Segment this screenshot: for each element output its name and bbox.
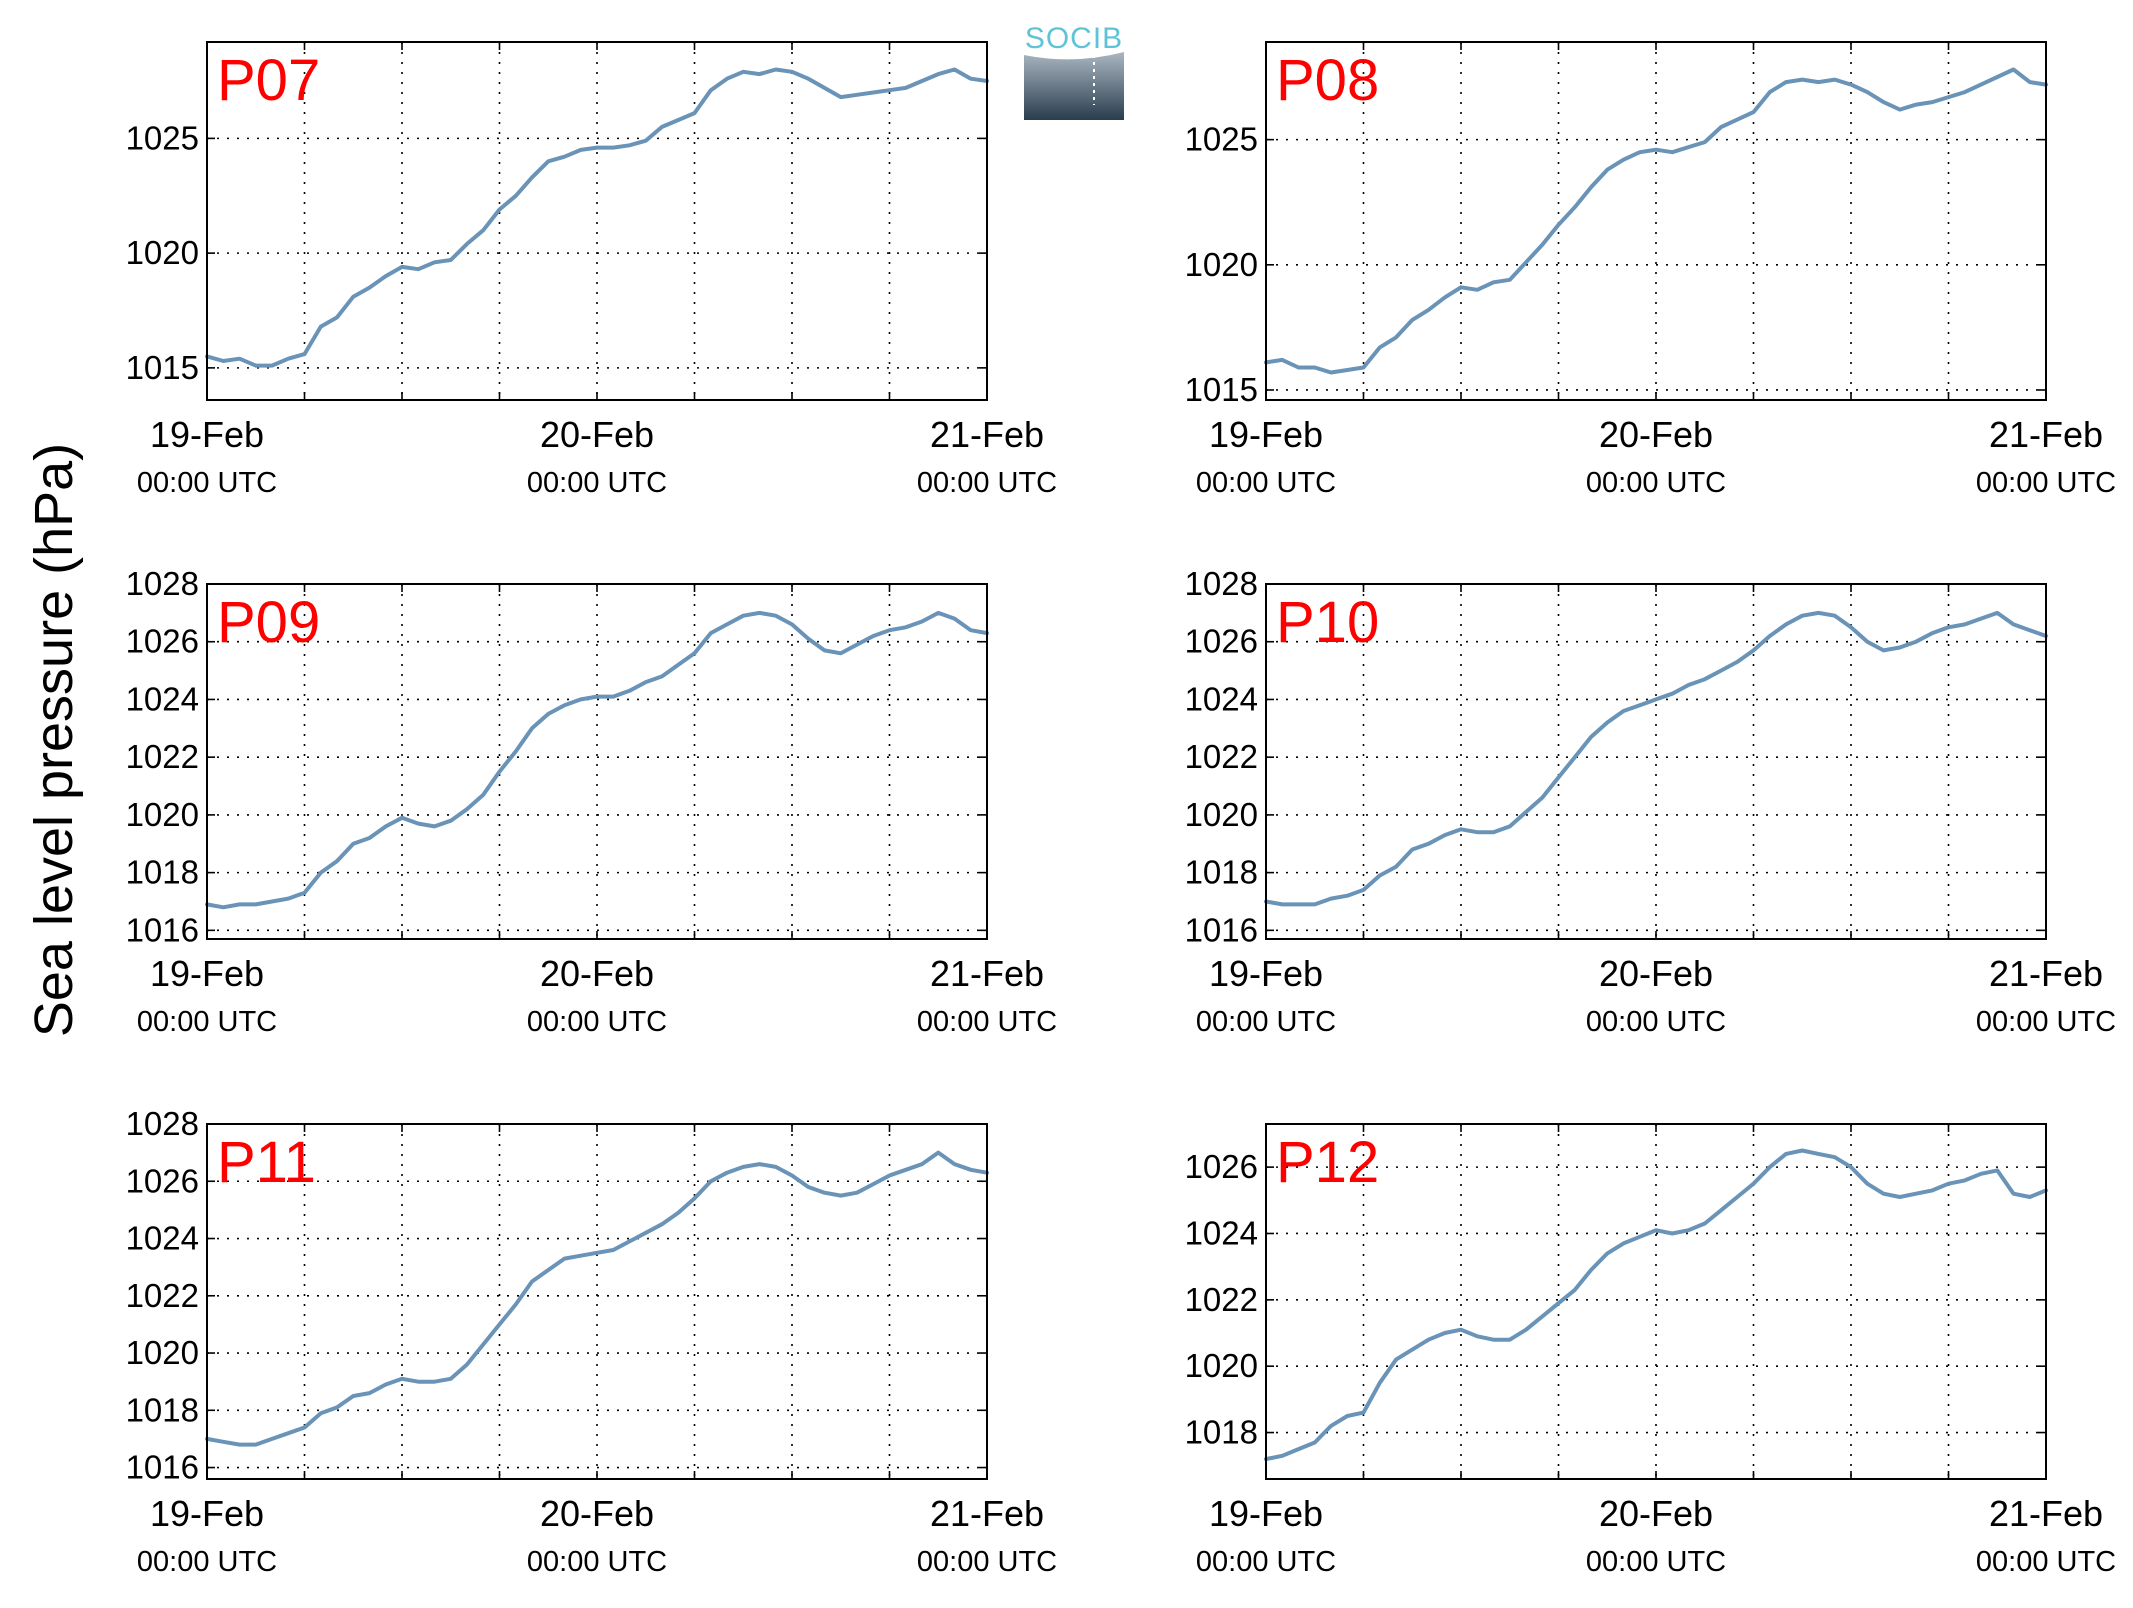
- pressure-series-line: [1264, 67, 2048, 375]
- y-tick-label: 1020: [1185, 1347, 1258, 1384]
- y-tick-label: 1026: [1185, 1148, 1258, 1185]
- y-tick-label: 1026: [126, 623, 199, 660]
- y-tick-label: 1018: [126, 854, 199, 891]
- x-tick-label-day: 19-Feb: [150, 414, 264, 455]
- y-tick-label: 1024: [1185, 680, 1258, 717]
- panel-p09: 1016 1018 1020 1022 1024 1026 1028 19-Feb 00:00 …: [126, 565, 1058, 1038]
- logo-wave-icon: [1024, 52, 1124, 120]
- y-tick-label: 1015: [1185, 371, 1258, 408]
- x-tick-label-time: 00:00 UTC: [917, 467, 1057, 499]
- x-tick-label-time: 00:00 UTC: [1586, 1546, 1726, 1578]
- axes-frame: [1265, 1123, 2047, 1480]
- panel-label: P11: [217, 1130, 316, 1195]
- y-tick-label: 1018: [126, 1391, 199, 1428]
- y-tick-label: 1026: [126, 1162, 199, 1199]
- panel-label: P07: [217, 48, 320, 113]
- x-tick-label-time: 00:00 UTC: [137, 467, 277, 499]
- y-tick-label: 1022: [126, 1277, 199, 1314]
- y-tick-label: 1022: [1185, 1281, 1258, 1318]
- x-tick-label-day: 21-Feb: [1989, 953, 2103, 994]
- panel-label: P08: [1276, 48, 1379, 113]
- x-tick-label-day: 21-Feb: [1989, 414, 2103, 455]
- panel-p12: 1018 1020 1022 1024 1026 19-Feb 00:00 UTC 20-Fe…: [1185, 1123, 2116, 1578]
- y-tick-label: 1028: [126, 565, 199, 602]
- y-tick-label: 1024: [126, 680, 199, 717]
- y-tick-label: 1020: [1185, 246, 1258, 283]
- y-tick-label: 1020: [126, 796, 199, 833]
- y-tick-label: 1024: [126, 1220, 199, 1257]
- panel-p07: 1015 1020 1025 19-Feb 00:00 UTC 20-Feb 00:00 U…: [126, 41, 1057, 499]
- x-tick-label-day: 21-Feb: [930, 953, 1044, 994]
- panel-p08: 1015 1020 1025 19-Feb 00:00 UTC 20-Feb 00:00 U…: [1185, 41, 2116, 499]
- socib-logo: SOCIB: [1024, 22, 1124, 120]
- y-tick-label: 1025: [126, 119, 199, 156]
- x-tick-label-day: 19-Feb: [1209, 414, 1323, 455]
- x-tick-label-time: 00:00 UTC: [137, 1546, 277, 1578]
- y-tick-label: 1028: [126, 1105, 199, 1142]
- axes-frame: [206, 1123, 988, 1480]
- y-tick-label: 1020: [126, 234, 199, 271]
- x-tick-label-day: 20-Feb: [540, 1493, 654, 1534]
- x-tick-label-day: 19-Feb: [1209, 953, 1323, 994]
- x-tick-label-day: 20-Feb: [1599, 1493, 1713, 1534]
- axes-frame: [206, 583, 988, 940]
- y-tick-label: 1018: [1185, 854, 1258, 891]
- y-tick-label: 1018: [1185, 1414, 1258, 1451]
- panel-label: P10: [1276, 590, 1379, 655]
- x-tick-label-day: 20-Feb: [1599, 414, 1713, 455]
- x-tick-label-time: 00:00 UTC: [1976, 1546, 2116, 1578]
- x-tick-label-day: 21-Feb: [930, 414, 1044, 455]
- x-tick-label-time: 00:00 UTC: [1586, 467, 1726, 499]
- x-tick-label-time: 00:00 UTC: [1196, 1006, 1336, 1038]
- x-tick-label-time: 00:00 UTC: [527, 1006, 667, 1038]
- pressure-series-line: [205, 610, 989, 910]
- x-tick-label-day: 21-Feb: [930, 1493, 1044, 1534]
- x-tick-label-time: 00:00 UTC: [1976, 467, 2116, 499]
- x-tick-label-day: 20-Feb: [540, 953, 654, 994]
- pressure-series-line: [205, 1150, 989, 1447]
- logo-text: SOCIB: [1025, 22, 1123, 55]
- y-tick-label: 1025: [1185, 121, 1258, 158]
- pressure-series-line: [1264, 610, 2048, 907]
- axes-frame: [1265, 41, 2047, 401]
- y-tick-label: 1020: [1185, 796, 1258, 833]
- panel-label: P12: [1276, 1130, 1379, 1195]
- x-tick-label-day: 19-Feb: [150, 1493, 264, 1534]
- x-tick-label-time: 00:00 UTC: [1586, 1006, 1726, 1038]
- x-tick-label-day: 20-Feb: [540, 414, 654, 455]
- pressure-series-line: [1264, 1148, 2048, 1462]
- y-tick-label: 1015: [126, 349, 199, 386]
- x-tick-label-time: 00:00 UTC: [917, 1546, 1057, 1578]
- y-tick-label: 1026: [1185, 623, 1258, 660]
- x-tick-label-time: 00:00 UTC: [137, 1006, 277, 1038]
- x-tick-label-time: 00:00 UTC: [1976, 1006, 2116, 1038]
- y-tick-label: 1022: [126, 738, 199, 775]
- x-tick-label-time: 00:00 UTC: [527, 1546, 667, 1578]
- pressure-series-line: [205, 67, 989, 368]
- axes-frame: [1265, 583, 2047, 940]
- panels: 1015 1020 1025 19-Feb 00:00 UTC 20-Feb 00:00 U…: [126, 41, 2117, 1578]
- x-tick-label-day: 19-Feb: [1209, 1493, 1323, 1534]
- y-tick-label: 1024: [1185, 1214, 1258, 1251]
- y-tick-label: 1016: [126, 1449, 199, 1486]
- y-tick-label: 1022: [1185, 738, 1258, 775]
- y-tick-label: 1016: [126, 911, 199, 948]
- panel-p11: 1016 1018 1020 1022 1024 1026 1028 19-Feb 00:00 …: [126, 1105, 1058, 1578]
- panel-label: P09: [217, 590, 320, 655]
- panel-p10: 1016 1018 1020 1022 1024 1026 1028 19-Feb 00:00 …: [1185, 565, 2117, 1038]
- y-axis-label: Sea level pressure (hPa): [24, 443, 84, 1037]
- x-tick-label-day: 21-Feb: [1989, 1493, 2103, 1534]
- x-tick-label-day: 19-Feb: [150, 953, 264, 994]
- axes-frame: [206, 41, 988, 401]
- x-tick-label-time: 00:00 UTC: [527, 467, 667, 499]
- x-tick-label-day: 20-Feb: [1599, 953, 1713, 994]
- x-tick-label-time: 00:00 UTC: [917, 1006, 1057, 1038]
- y-tick-label: 1016: [1185, 911, 1258, 948]
- x-tick-label-time: 00:00 UTC: [1196, 467, 1336, 499]
- y-tick-label: 1020: [126, 1334, 199, 1371]
- y-tick-label: 1028: [1185, 565, 1258, 602]
- x-tick-label-time: 00:00 UTC: [1196, 1546, 1336, 1578]
